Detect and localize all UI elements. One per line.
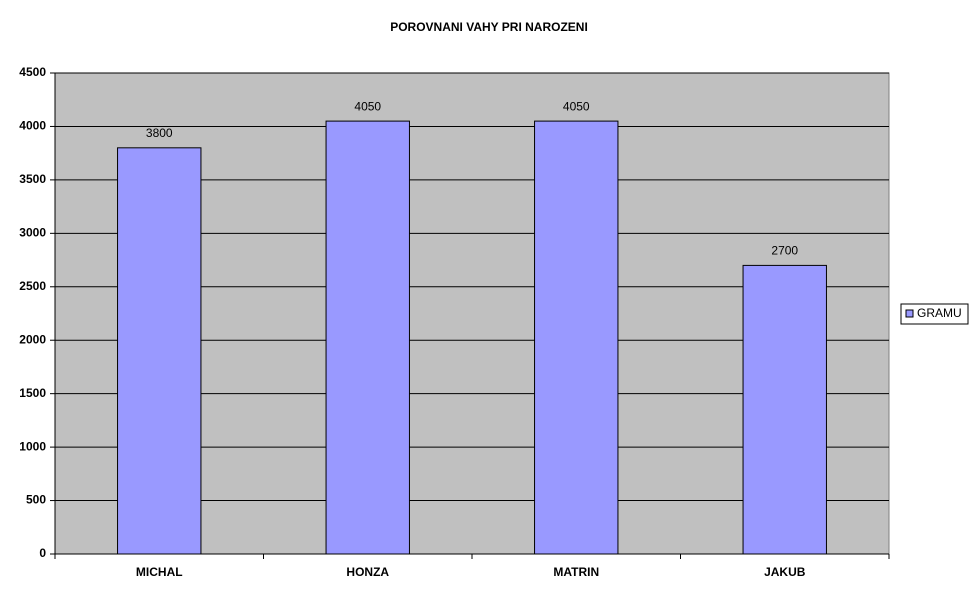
chart-title: POROVNANI VAHY PRI NAROZENI	[390, 20, 588, 34]
legend-swatch	[905, 309, 914, 318]
legend-box	[900, 303, 969, 325]
y-tick-label: 3500	[19, 172, 46, 186]
bar	[117, 147, 202, 555]
x-tick-label: MICHAL	[136, 565, 183, 579]
data-label: 4050	[563, 99, 590, 113]
legend-label: GRAMU	[917, 306, 962, 320]
bar	[742, 264, 827, 555]
x-tick-label: JAKUB	[764, 565, 806, 579]
data-label: 2700	[771, 244, 798, 258]
data-label: 3800	[146, 126, 173, 140]
y-tick-label: 0	[39, 546, 46, 560]
y-tick-label: 4500	[19, 65, 46, 79]
x-tick-label: MATRIN	[553, 565, 599, 579]
y-tick-label: 2000	[19, 332, 46, 346]
bar	[325, 120, 410, 555]
y-tick-label: 500	[26, 493, 46, 507]
y-tick-label: 4000	[19, 119, 46, 133]
data-label: 4050	[354, 99, 381, 113]
y-tick-label: 1000	[19, 439, 46, 453]
y-tick-label: 3000	[19, 226, 46, 240]
bar	[534, 120, 619, 555]
y-tick-label: 2500	[19, 279, 46, 293]
x-tick-label: HONZA	[346, 565, 389, 579]
y-tick-label: 1500	[19, 386, 46, 400]
